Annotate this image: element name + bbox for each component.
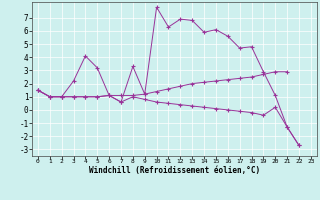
X-axis label: Windchill (Refroidissement éolien,°C): Windchill (Refroidissement éolien,°C) xyxy=(89,166,260,175)
